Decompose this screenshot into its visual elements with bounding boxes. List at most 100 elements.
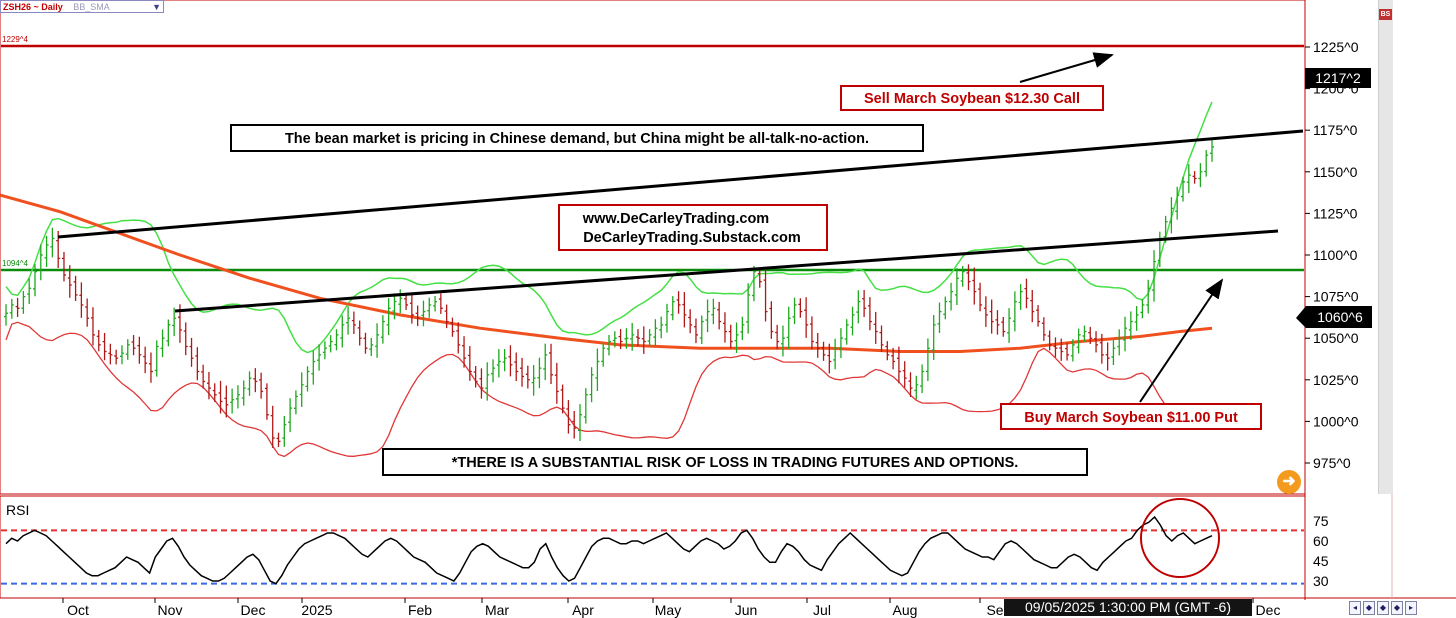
time-tick-label: May [655,602,681,618]
price-bar [1181,176,1186,202]
price-bar [1140,299,1145,319]
price-bar [1105,342,1110,371]
price-bar [688,309,693,334]
price-bar [775,324,780,350]
arrow-right-icon[interactable]: ➜ [1277,470,1301,494]
time-tick-label: Se [986,602,1003,618]
time-tick-label: Feb [408,602,432,618]
price-bar [856,290,861,324]
price-bar [444,304,449,329]
price-bar [119,345,124,365]
price-bar [896,346,901,384]
price-bar [995,310,1000,335]
price-bar [914,375,919,400]
price-bar [473,366,478,388]
price-bar [1007,308,1012,343]
price-bar [1128,311,1133,340]
price-bar [61,251,66,282]
time-readout: 09/05/2025 1:30:00 PM (GMT -6) [1004,599,1252,616]
time-tick-label: 2025 [301,602,332,618]
price-bar [879,325,884,352]
price-bar [693,318,698,344]
buy-put-text: Buy March Soybean $11.00 Put [1024,410,1238,426]
time-axis: Oct Nov Dec 2025 Feb Mar Apr May Jun Jul Aug Se Dec [62,598,1281,618]
price-tick-label: 1125^0 [1313,205,1358,221]
nav-reset-icon[interactable]: ◆ [1391,601,1403,615]
nav-zoom-out-icon[interactable]: ◆ [1363,601,1375,615]
price-bar [943,296,948,320]
price-bar [792,297,797,325]
price-bar [496,349,501,378]
risk-text: *THERE IS A SUBSTANTIAL RISK OF LOSS IN … [452,455,1019,471]
lower-trendline [174,229,1279,313]
price-bar [456,322,461,354]
right-scroll-panel[interactable] [1378,0,1393,494]
price-bar [949,282,954,311]
price-bar [659,316,664,339]
price-bar [821,341,826,361]
price-bar [978,282,983,312]
price-bar [589,367,594,403]
price-bar [73,275,78,301]
price-bar [972,267,977,305]
price-bar [172,307,177,337]
bs-icon[interactable]: BS [1379,9,1392,20]
price-bar [641,326,646,354]
price-tick-label: 1175^0 [1313,122,1358,138]
price-bar [1001,316,1006,337]
price-bar [491,359,496,383]
price-bar [1146,279,1151,314]
price-bar [201,364,206,389]
price-bar [1041,317,1046,341]
price-bar [79,282,84,318]
nav-zoom-in-icon[interactable]: ◆ [1377,601,1389,615]
price-bar [299,372,304,407]
price-bar [351,311,356,334]
support-label: 1094^4 [2,259,29,268]
price-bar [722,312,727,343]
rsi-axis: 75 60 45 30 [1313,513,1329,589]
price-bar [514,352,519,382]
low-price-text: 1060^6 [1317,309,1363,325]
price-bar [340,315,345,348]
rsi-line [5,515,1213,585]
time-tick-label: Oct [67,602,89,618]
price-bar [757,267,762,288]
price-bar [833,338,838,370]
price-bar [50,227,55,258]
nav-first-icon[interactable]: ◂ [1349,601,1361,615]
nav-last-icon[interactable]: ▸ [1405,601,1417,615]
price-bar [1099,333,1104,364]
price-bar [241,380,246,406]
price-bar [131,335,136,356]
price-bar [282,415,287,447]
rsi-tick-label: 75 [1313,513,1329,529]
price-tick-label: 1225^0 [1313,39,1359,55]
price-bar [699,315,704,345]
time-tick-label: Dec [1256,602,1281,618]
price-bar [954,268,959,306]
price-bar [554,362,559,404]
price-bar [815,333,820,358]
price-bar [21,290,26,314]
price-bar [230,388,235,414]
symbol-selector[interactable]: ZSH26 ~ Daily BB_SMA ▼ [0,0,164,13]
price-bar [259,372,264,399]
price-bar [1030,289,1035,323]
price-bar [305,366,310,392]
price-bar [931,315,936,360]
website1-text: www.DeCarleyTrading.com [582,211,769,227]
price-bar [102,332,107,361]
price-bar [1134,306,1139,331]
price-bar [218,380,223,414]
chevron-down-icon[interactable]: ▼ [152,2,161,12]
price-bar [618,329,623,350]
price-bar [195,347,200,381]
price-bar [311,350,316,385]
price-bar [902,361,907,388]
price-bar [1204,150,1209,177]
price-bar [827,343,832,374]
price-bar [85,298,90,327]
bollinger-upper-band [5,101,1213,354]
price-bar [433,295,438,312]
